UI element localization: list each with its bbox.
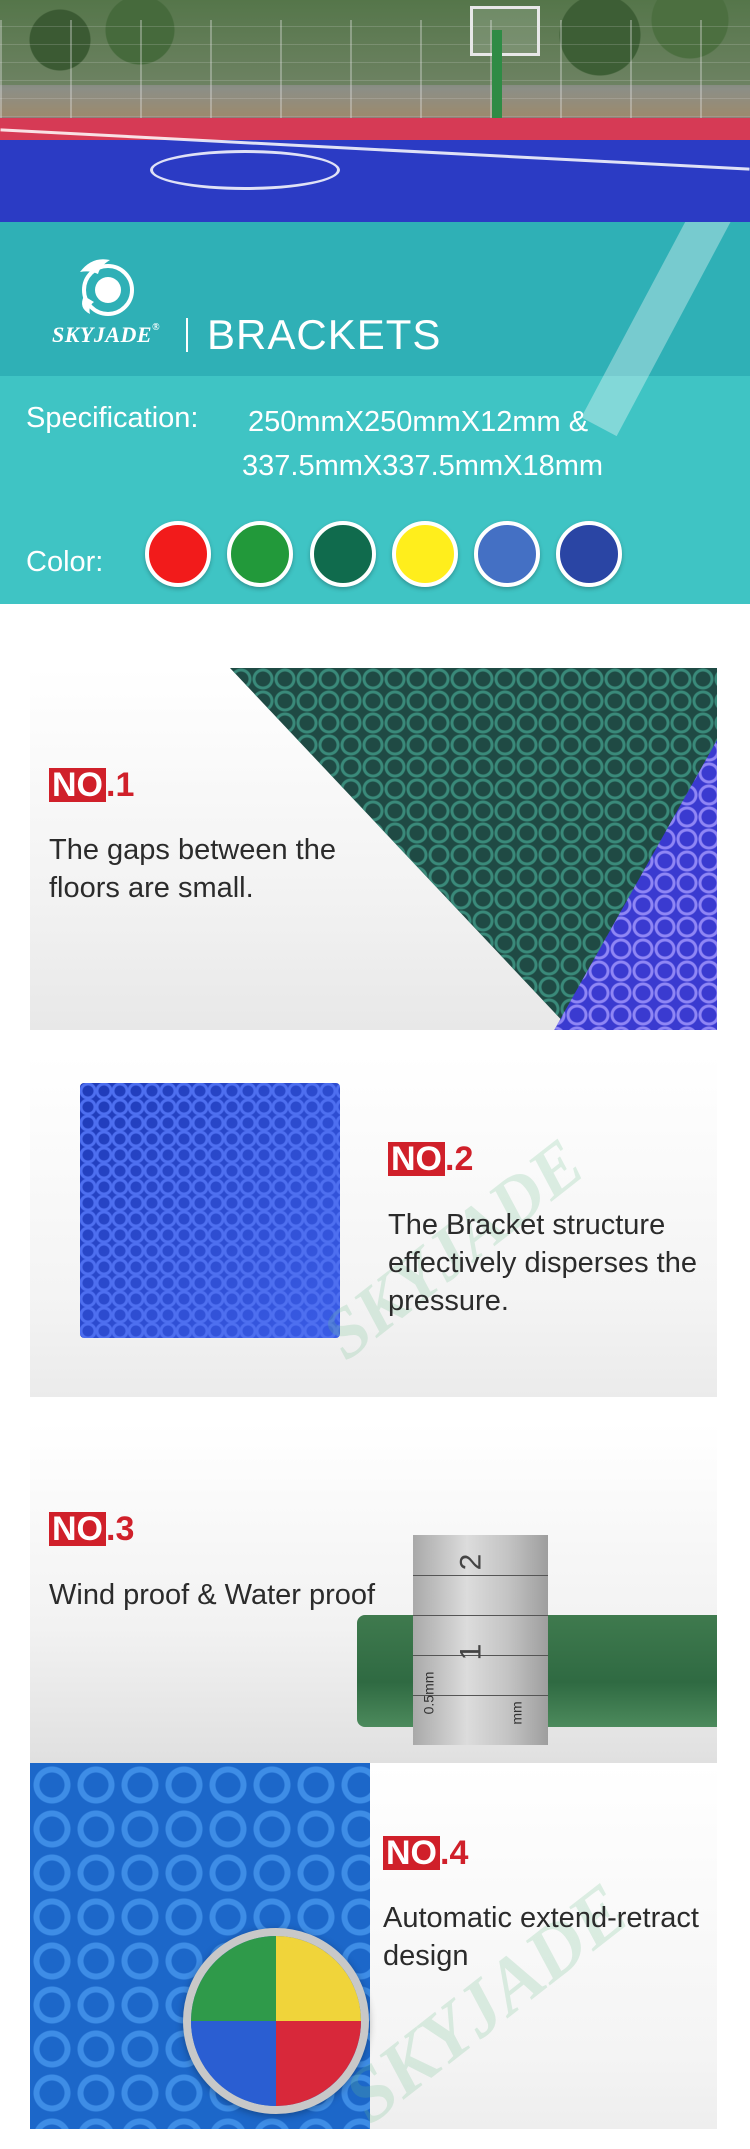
inset-green-tile — [191, 1936, 276, 2021]
specification-line-1: 250mmX250mmX12mm & — [248, 406, 589, 438]
no-digit: .3 — [106, 1510, 135, 1548]
court-blue-floor — [0, 140, 750, 222]
inset-yellow-tile — [276, 1936, 361, 2021]
color-label: Color: — [26, 546, 104, 578]
ruler-tick — [413, 1575, 548, 1576]
ruler-tick — [413, 1615, 548, 1616]
feature-text-3: Wind proof & Water proof — [49, 1579, 376, 1611]
specification-label: Specification: — [26, 402, 199, 434]
skyjade-dragon-logo-icon — [80, 259, 134, 316]
color-swatch-dark-blue — [556, 521, 622, 587]
no-digit: .1 — [106, 766, 135, 804]
feature-number-3: NO.3 — [49, 1510, 134, 1549]
feature-number-4: NO.4 — [383, 1834, 468, 1873]
ruler-unit-right: mm — [508, 1701, 525, 1725]
brand-name: SKYJADE — [52, 322, 153, 347]
ruler-tick — [413, 1655, 548, 1656]
no-badge: NO — [49, 1512, 106, 1546]
feature-number-1: NO.1 — [49, 766, 134, 805]
hero-court-photo — [0, 0, 750, 222]
feature-text-4: Automatic extend-retract design — [383, 1902, 699, 1972]
logo-divider — [186, 318, 188, 352]
ruler-number-1: 1 — [454, 1643, 488, 1661]
ruler-tick — [413, 1695, 548, 1696]
feature-number-2: NO.2 — [388, 1140, 473, 1179]
no-digit: .2 — [445, 1140, 474, 1178]
basketball-backboard — [470, 6, 540, 56]
feature-text-2: The Bracket structure effectively disper… — [388, 1209, 697, 1317]
blue-bracket-tile-image — [80, 1083, 340, 1338]
header-band — [0, 222, 750, 376]
specification-line-2: 337.5mmX337.5mmX18mm — [242, 450, 604, 482]
no-badge: NO — [383, 1836, 440, 1870]
background-trees — [0, 0, 750, 85]
multicolor-tiles-inset-image — [183, 1928, 369, 2114]
ruler-unit-left: 0.5mm — [420, 1671, 437, 1715]
no-badge: NO — [49, 768, 106, 802]
color-swatch-light-blue — [474, 521, 540, 587]
ruler-image: 2 1 0.5mm mm — [413, 1535, 548, 1745]
feature-text-1: The gaps between the floors are small. — [49, 834, 336, 904]
basketball-pole — [492, 30, 502, 125]
color-swatch-green — [227, 521, 293, 587]
color-swatch-red — [145, 521, 211, 587]
inset-red-tile — [276, 2021, 361, 2106]
no-digit: .4 — [440, 1834, 469, 1872]
product-header-section — [0, 222, 750, 604]
product-title: BRACKETS — [207, 311, 442, 358]
brand-logo-text: SKYJADE® — [52, 322, 160, 348]
color-swatch-dark-green — [310, 521, 376, 587]
background-fence — [0, 20, 750, 135]
no-badge: NO — [388, 1142, 445, 1176]
color-swatch-yellow — [392, 521, 458, 587]
inset-blue-tile — [191, 2021, 276, 2106]
registered-mark: ® — [152, 322, 161, 333]
court-arc — [150, 150, 340, 190]
ruler-number-2: 2 — [454, 1553, 488, 1571]
